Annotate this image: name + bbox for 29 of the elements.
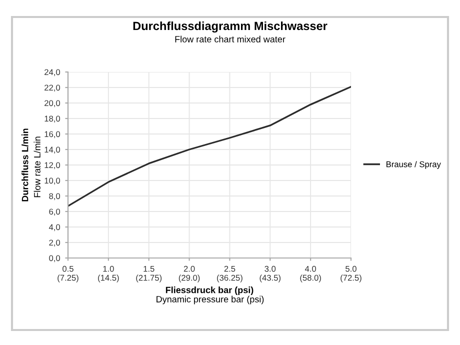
- x-axis-title: Fliessdruck bar (psi): [166, 286, 254, 295]
- y-tick-label: 18,0: [44, 116, 60, 123]
- chart-subtitle: Flow rate chart mixed water: [175, 36, 286, 42]
- x-tick-label: 2.5 (36.25): [217, 266, 242, 282]
- x-tick-label: 2.0 (29.0): [178, 266, 200, 282]
- legend-label: Brause / Spray: [386, 161, 441, 169]
- y-tick-label: 0,0: [49, 255, 60, 262]
- y-tick-label: 16,0: [44, 131, 60, 138]
- y-tick-label: 2,0: [49, 240, 60, 247]
- y-tick-label: 12,0: [44, 162, 60, 170]
- y-tick-label: 14,0: [44, 146, 60, 154]
- text: Dynamic pressure bar (psi): [156, 296, 264, 304]
- x-tick-label: 3.0 (43.5): [260, 266, 281, 282]
- x-tick-label: 4.0 (58.0): [300, 266, 321, 282]
- x-tick-label: 5.0 (72.5): [340, 266, 362, 282]
- x-tick-label: 1.0 (14.5): [98, 266, 119, 282]
- y-tick-label: 10,0: [44, 178, 60, 185]
- chart-title: Durchflussdiagramm Mischwasser: [133, 21, 328, 33]
- line-series: [68, 86, 351, 207]
- y-tick-label: 20,0: [44, 100, 60, 108]
- y-tick-label: 4,0: [48, 224, 60, 232]
- y-tick-label: 6,0: [49, 208, 60, 216]
- y-axis-title: Durchfluss L/min: [22, 128, 28, 202]
- y-tick-label: 22,0: [44, 84, 60, 92]
- y-tick-label: 8,0: [49, 193, 60, 200]
- y-tick-label: 24,0: [44, 69, 60, 76]
- x-tick-label: 1.5 (21.75): [136, 266, 162, 282]
- x-tick-label: 0.5 (7.25): [58, 266, 78, 282]
- text: Flow rate L/min: [34, 136, 40, 198]
